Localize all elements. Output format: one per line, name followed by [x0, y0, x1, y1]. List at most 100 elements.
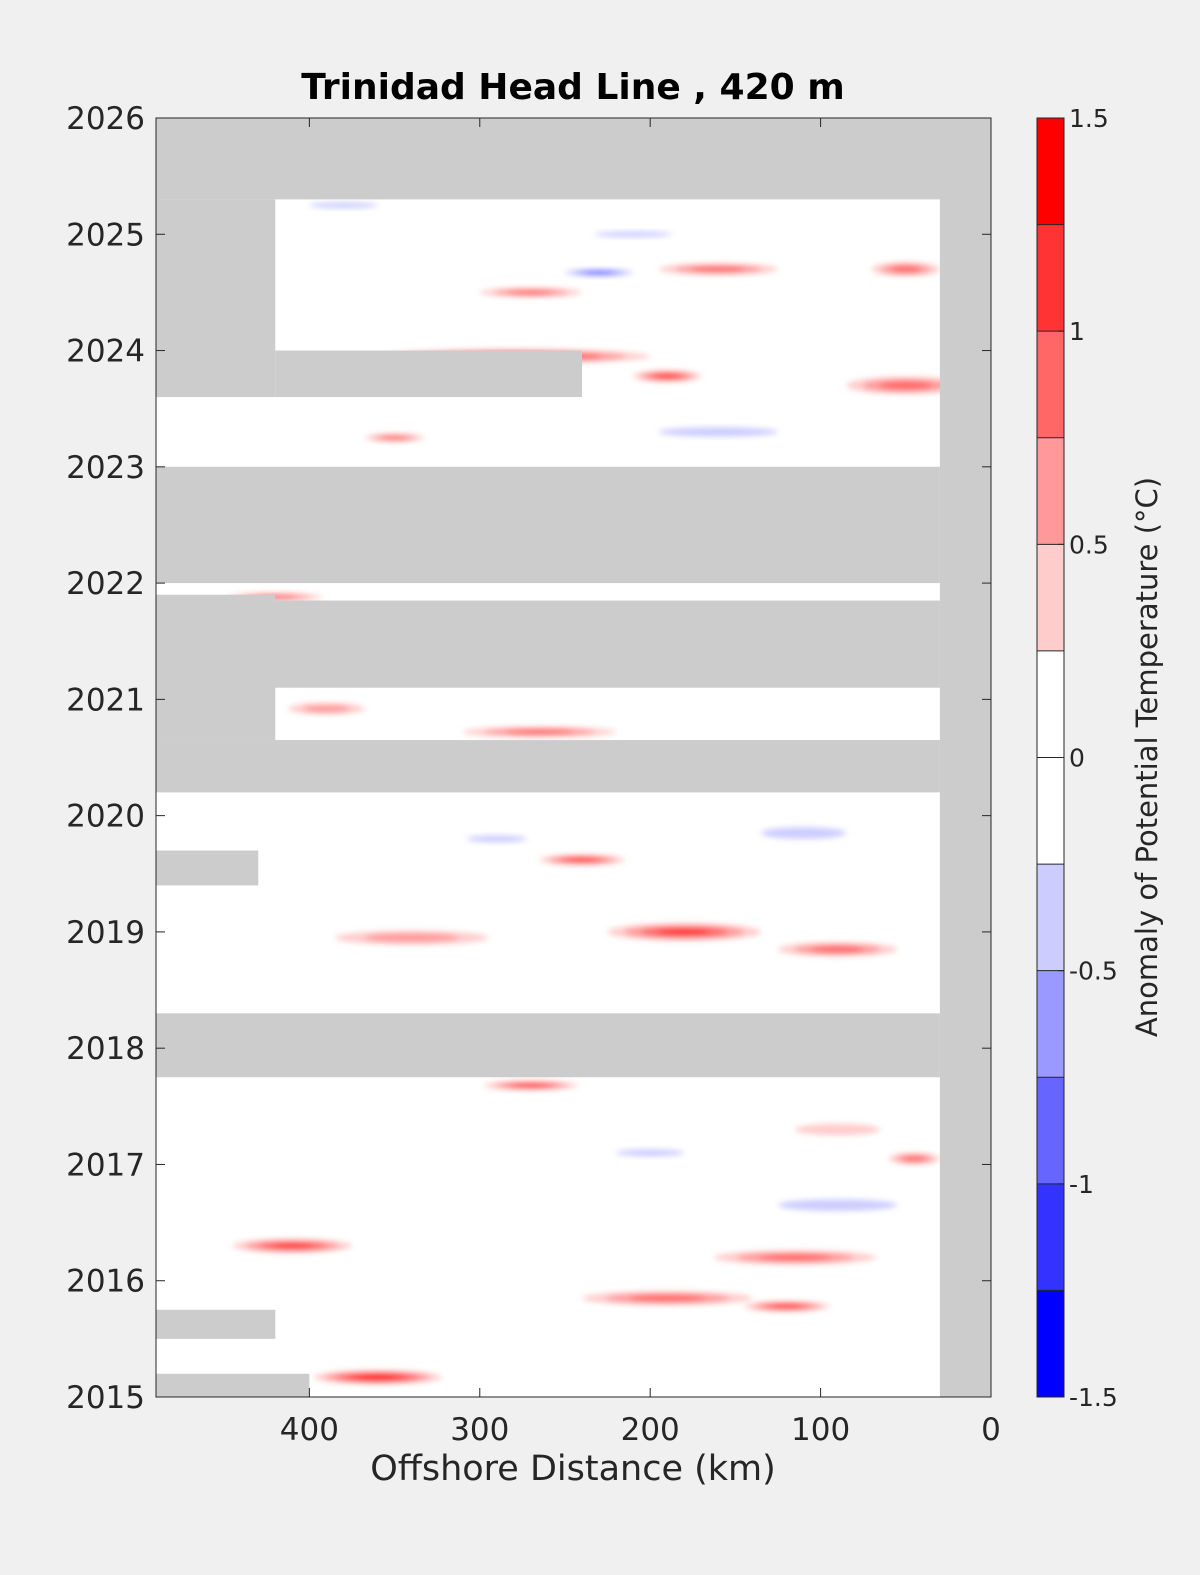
colorbar-level [1037, 544, 1064, 651]
x-tick-label: 400 [280, 1412, 339, 1448]
colorbar-tick-label: 0.5 [1069, 530, 1109, 559]
colorbar: 1.5 1 0.5 0 -0.5 -1 -1.5 Anomaly of Potential … [1036, 104, 1164, 1412]
anomaly-contour [902, 1156, 926, 1162]
colorbar-ticks: 1.5 1 0.5 0 -0.5 -1 -1.5 [1058, 104, 1118, 1412]
colorbar-tick-label: -1.5 [1069, 1383, 1118, 1412]
no-data-region [156, 850, 259, 886]
colorbar-label: Anomaly of Potential Temperature (°C) [1130, 477, 1164, 1037]
x-tick-label: 100 [791, 1412, 850, 1448]
anomaly-feature [743, 1301, 830, 1312]
anomaly-contour [359, 1375, 396, 1380]
colorbar-level [1037, 224, 1064, 332]
anomaly-feature [888, 1152, 940, 1165]
anomaly-contour [691, 266, 745, 272]
y-tick-label: 2020 [66, 799, 145, 835]
anomaly-feature [658, 427, 778, 437]
colorbar-tick-label: -1 [1069, 1170, 1094, 1199]
y-tick-label: 2022 [66, 566, 145, 602]
anomaly-feature [846, 376, 966, 395]
colorbar-level [1037, 757, 1064, 865]
colorbar-tick-label: -0.5 [1069, 957, 1118, 986]
y-tick-label: 2021 [66, 682, 145, 718]
anomaly-feature [777, 1199, 898, 1211]
anomaly-feature [633, 370, 702, 382]
anomaly-contour [657, 928, 711, 935]
anomaly-feature [607, 923, 761, 941]
y-tick-label: 2019 [66, 915, 145, 951]
anomaly-contour [466, 835, 527, 843]
anomaly-contour [890, 266, 921, 273]
anomaly-feature [582, 1291, 753, 1306]
anomaly-feature [334, 930, 489, 945]
y-axis-ticks: 2015 2016 2017 2018 2019 2020 2021 2022 2023 2024… [66, 101, 991, 1416]
colorbar-level [1037, 1290, 1064, 1397]
anomaly-feature [232, 1238, 352, 1253]
anomaly-contour [583, 271, 615, 275]
x-tick-label: 300 [450, 1412, 509, 1448]
no-data-region [156, 1013, 940, 1078]
colorbar-tick-label: 1.5 [1069, 104, 1109, 133]
colorbar-level [1037, 1077, 1064, 1184]
anomaly-feature [871, 262, 940, 277]
y-tick-label: 2017 [66, 1147, 145, 1183]
anomaly-feature [658, 263, 778, 275]
colorbar-level [1037, 331, 1064, 438]
colorbar-level [1037, 864, 1064, 971]
anomaly-contour [508, 290, 554, 295]
anomaly-contour [302, 705, 351, 713]
y-tick-label: 2025 [66, 217, 145, 253]
plot-area: 400 300 200 100 0 20152016201720182019202020… [66, 101, 1001, 1448]
y-tick-label: 2018 [66, 1031, 145, 1067]
no-data-region [156, 199, 276, 398]
colorbar-level [1037, 437, 1064, 545]
anomaly-feature [564, 269, 634, 277]
anomaly-contour [629, 1295, 706, 1302]
anomaly-contour [777, 1199, 898, 1211]
anomaly-feature [484, 1080, 578, 1091]
colorbar-tick-label: 0 [1069, 744, 1085, 773]
anomaly-contour [594, 231, 672, 238]
no-data-regions [156, 118, 991, 1397]
anomaly-feature [714, 1250, 876, 1265]
anomaly-feature [539, 854, 625, 866]
anomaly-contour [567, 858, 597, 862]
anomaly-contour [616, 1149, 685, 1157]
no-data-region [156, 600, 940, 688]
anomaly-feature [309, 202, 378, 209]
anomaly-feature [479, 287, 583, 298]
no-data-region [156, 1373, 310, 1397]
no-data-region [156, 740, 940, 793]
no-data-region [156, 466, 940, 584]
y-tick-label: 2026 [66, 101, 145, 137]
no-data-region [939, 118, 991, 1397]
anomaly-feature [795, 1123, 881, 1136]
anomaly-feature [313, 1370, 442, 1385]
x-axis-label: Offshore Distance (km) [370, 1449, 776, 1489]
y-tick-label: 2015 [66, 1380, 145, 1416]
no-data-region [275, 350, 583, 398]
anomaly-feature [462, 726, 617, 738]
no-data-region [156, 118, 991, 200]
anomaly-contour [381, 435, 408, 440]
colorbar-level [1037, 118, 1064, 225]
anomaly-feature [288, 702, 365, 715]
colorbar-level [1037, 650, 1064, 758]
no-data-region [156, 594, 276, 741]
anomaly-contour [364, 933, 459, 943]
anomaly-contour [771, 1304, 802, 1309]
x-axis-ticks: 400 300 200 100 0 [280, 118, 1001, 1448]
anomaly-feature [760, 827, 847, 839]
anomaly-feature [364, 433, 425, 442]
anomaly-contour [811, 946, 865, 953]
anomaly-contour [514, 1083, 548, 1088]
anomaly-contour [760, 827, 847, 839]
colorbar-tick-label: 1 [1069, 317, 1085, 346]
anomaly-feature [616, 1149, 685, 1157]
y-tick-label: 2016 [66, 1264, 145, 1300]
chart-title: Trinidad Head Line , 420 m [301, 67, 844, 108]
no-data-region [156, 1309, 276, 1339]
plot-frame [155, 117, 992, 1398]
anomaly-feature [777, 942, 898, 957]
x-tick-label: 200 [621, 1412, 680, 1448]
